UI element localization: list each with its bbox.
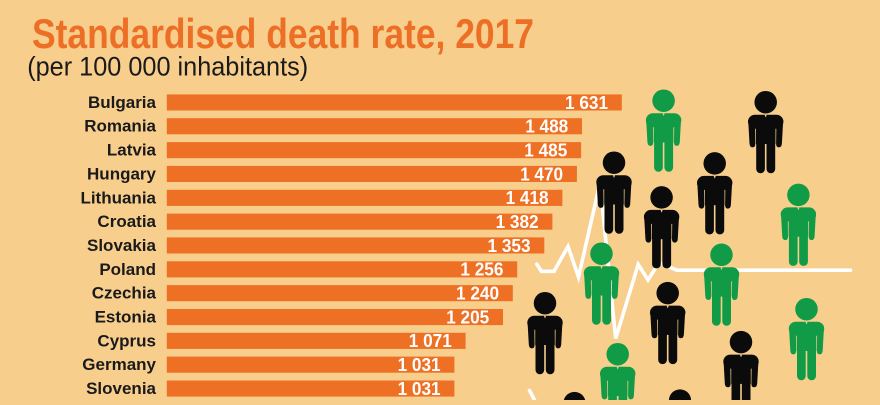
svg-text:Germany: Germany — [82, 355, 156, 374]
svg-text:Romania: Romania — [84, 117, 156, 136]
svg-text:(per 100 000 inhabitants): (per 100 000 inhabitants) — [27, 51, 308, 81]
svg-text:1 353: 1 353 — [488, 235, 531, 256]
svg-text:Standardised death rate, 2017: Standardised death rate, 2017 — [32, 10, 534, 57]
svg-text:1 240: 1 240 — [456, 283, 499, 304]
svg-text:1 631: 1 631 — [565, 92, 608, 113]
svg-text:Slovenia: Slovenia — [86, 379, 156, 398]
svg-text:1 031: 1 031 — [398, 354, 441, 375]
svg-text:1 031: 1 031 — [398, 378, 441, 399]
svg-text:Cyprus: Cyprus — [97, 331, 156, 350]
svg-text:Croatia: Croatia — [97, 212, 156, 231]
svg-text:Poland: Poland — [99, 260, 156, 279]
svg-text:1 418: 1 418 — [506, 187, 549, 208]
svg-text:Estonia: Estonia — [95, 308, 157, 327]
svg-text:Czechia: Czechia — [92, 284, 157, 303]
svg-text:Slovakia: Slovakia — [87, 236, 157, 255]
svg-text:1 205: 1 205 — [446, 306, 489, 327]
svg-text:Bulgaria: Bulgaria — [88, 93, 157, 112]
svg-text:Latvia: Latvia — [107, 141, 157, 160]
svg-text:1 485: 1 485 — [524, 140, 567, 161]
svg-text:1 071: 1 071 — [409, 330, 452, 351]
svg-text:Hungary: Hungary — [87, 164, 157, 183]
svg-text:1 382: 1 382 — [496, 211, 539, 232]
svg-text:Lithuania: Lithuania — [80, 188, 156, 207]
svg-text:1 470: 1 470 — [520, 163, 563, 184]
svg-text:1 488: 1 488 — [525, 116, 568, 137]
svg-text:1 256: 1 256 — [460, 259, 503, 280]
